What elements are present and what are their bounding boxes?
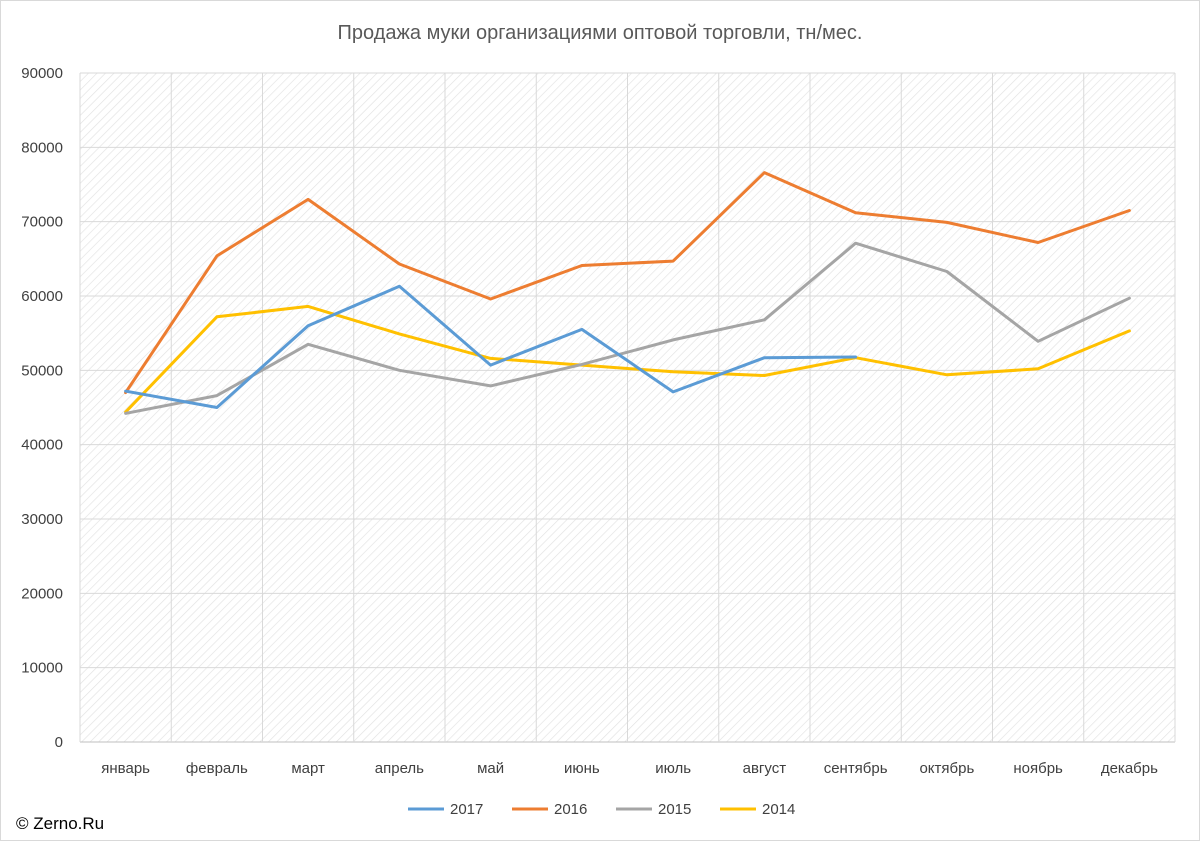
y-tick-label: 50000: [21, 362, 63, 379]
legend-label: 2016: [554, 801, 587, 818]
x-tick-label: сентябрь: [824, 760, 888, 777]
y-tick-label: 80000: [21, 139, 63, 156]
chart-title: Продажа муки организациями оптовой торго…: [338, 22, 863, 44]
x-tick-label: июнь: [564, 760, 600, 777]
x-tick-label: март: [291, 760, 325, 777]
x-tick-label: январь: [101, 760, 150, 777]
legend-label: 2014: [762, 801, 795, 818]
y-tick-label: 30000: [21, 511, 63, 528]
x-tick-label: февраль: [186, 760, 248, 777]
series-lines: [124, 171, 1131, 415]
y-tick-label: 90000: [21, 65, 63, 82]
legend-label: 2017: [450, 801, 483, 818]
x-tick-label: декабрь: [1101, 760, 1158, 777]
series-line-2015: [124, 241, 1131, 415]
legend: 2017 2016 2015 2014: [408, 801, 795, 818]
y-tick-label: 10000: [21, 660, 63, 677]
y-tick-label: 0: [55, 734, 63, 751]
series-line-2017: [124, 284, 858, 409]
y-axis: 0 10000 20000 30000 40000 50000 60000 70000 8000…: [21, 65, 63, 751]
legend-label: 2015: [658, 801, 691, 818]
x-tick-label: апрель: [375, 760, 424, 777]
x-tick-label: май: [477, 760, 504, 777]
y-tick-label: 20000: [21, 585, 63, 602]
series-line-2016: [124, 171, 1131, 395]
x-tick-label: ноябрь: [1013, 760, 1063, 777]
series-line-2014: [124, 304, 1131, 414]
x-tick-label: июль: [655, 760, 691, 777]
x-tick-label: октябрь: [919, 760, 974, 777]
y-tick-label: 40000: [21, 437, 63, 454]
y-tick-label: 60000: [21, 288, 63, 305]
x-axis: январь февраль март апрель май июнь июль август…: [101, 760, 1158, 777]
credit-text: © Zerno.Ru: [16, 814, 104, 833]
x-tick-label: август: [743, 760, 787, 777]
y-tick-label: 70000: [21, 214, 63, 231]
